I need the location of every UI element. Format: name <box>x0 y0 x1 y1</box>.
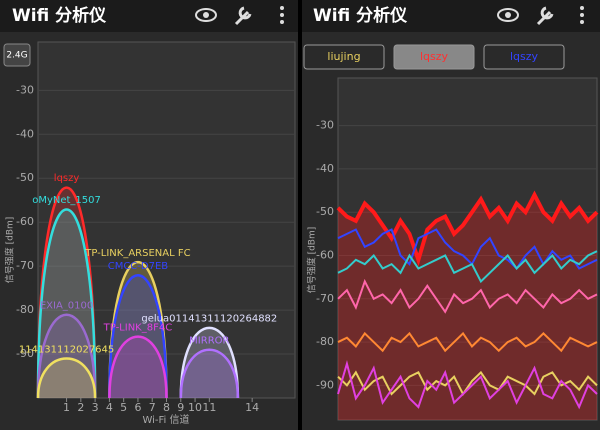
menu-dot[interactable] <box>580 13 584 17</box>
plot-area <box>37 41 296 399</box>
network-arc <box>36 313 97 399</box>
app-title: Wifi 分析仪 <box>313 5 408 26</box>
eye-pupil <box>203 12 209 18</box>
y-tick-label: -80 <box>316 335 334 348</box>
band-button[interactable] <box>3 43 31 67</box>
x-tick-label: 7 <box>149 401 156 414</box>
y-axis-label: 信号强度 [dBm] <box>306 227 318 294</box>
y-tick-label: -40 <box>316 162 334 175</box>
signal-line <box>337 278 598 314</box>
y-tick-label: -40 <box>16 127 34 140</box>
tab-label[interactable]: lqszy <box>510 50 539 63</box>
y-tick-label: -50 <box>316 205 334 218</box>
signal-line <box>337 250 598 284</box>
network-name[interactable]: TP-LINK_8F4C <box>103 322 173 333</box>
network-arc <box>36 208 97 399</box>
y-tick-label: -70 <box>16 259 34 272</box>
y-tick-label: -70 <box>316 292 334 305</box>
y-tick-label: -90 <box>16 347 34 360</box>
tab-label[interactable]: lqszy <box>420 50 449 63</box>
x-tick-label: 1 <box>63 401 70 414</box>
network-name[interactable]: gelua01141311120264882 <box>141 314 277 325</box>
signal-line <box>337 331 598 353</box>
menu-dot[interactable] <box>280 20 284 24</box>
plot-area <box>337 77 598 421</box>
x-tick-label: 2 <box>77 401 84 414</box>
menu-dot[interactable] <box>280 13 284 17</box>
tab[interactable] <box>393 44 475 70</box>
network-name[interactable]: EXIA_0100 <box>40 300 93 311</box>
menu-dot[interactable] <box>580 20 584 24</box>
divider <box>298 0 302 430</box>
x-tick-label: 5 <box>120 401 127 414</box>
y-tick-label: -30 <box>316 119 334 132</box>
x-tick-label: 3 <box>92 401 99 414</box>
tab-label[interactable]: liujing <box>327 50 360 63</box>
network-arc <box>36 357 97 399</box>
y-tick-label: -60 <box>16 215 34 228</box>
settings-icon[interactable] <box>234 6 252 26</box>
x-tick-label: 6 <box>134 401 141 414</box>
app-title: Wifi 分析仪 <box>12 5 107 26</box>
network-name[interactable]: MIRROR <box>189 336 229 347</box>
y-tick-label: -30 <box>16 83 34 96</box>
x-tick-label: 8 <box>163 401 170 414</box>
signal-line <box>337 228 598 271</box>
network-arc <box>179 348 240 399</box>
y-tick-label: -90 <box>316 378 334 391</box>
network-name[interactable]: TP-LINK_ARSENAL FC <box>84 248 190 259</box>
network-name[interactable]: oMyNet_1507 <box>32 195 101 206</box>
x-tick-label: 9 <box>177 401 184 414</box>
tab[interactable] <box>303 44 385 70</box>
signal-line <box>336 190 599 267</box>
network-name[interactable]: lqszy <box>54 173 80 184</box>
y-tick-label: -60 <box>316 248 334 261</box>
menu-dot[interactable] <box>580 6 584 10</box>
network-arc <box>108 335 168 399</box>
settings-icon[interactable] <box>536 6 554 26</box>
menu-dot[interactable] <box>280 6 284 10</box>
y-axis-label: 信号强度 [dBm] <box>4 217 16 284</box>
signal-line <box>337 370 598 396</box>
x-axis-label: Wi-Fi 信道 <box>142 413 189 426</box>
network-arc <box>179 326 240 399</box>
eye-icon[interactable] <box>497 8 519 22</box>
x-tick-label: 11 <box>202 401 216 414</box>
tab[interactable] <box>483 44 565 70</box>
network-name[interactable]: 114131112027645 <box>19 344 114 355</box>
x-tick-label: 4 <box>106 401 113 414</box>
toolbar-icons[interactable] <box>195 6 584 26</box>
y-tick-label: -50 <box>16 171 34 184</box>
eye-icon[interactable] <box>195 8 217 22</box>
signal-line <box>337 359 598 410</box>
network-name[interactable]: CMCC-D7EB <box>108 261 169 272</box>
signal-area <box>338 194 597 420</box>
x-tick-label: 14 <box>245 401 259 414</box>
x-tick-label: 10 <box>188 401 202 414</box>
y-tick-label: -80 <box>16 303 34 316</box>
band-button-label[interactable]: 2.4G <box>6 51 27 61</box>
eye-pupil <box>505 12 511 18</box>
